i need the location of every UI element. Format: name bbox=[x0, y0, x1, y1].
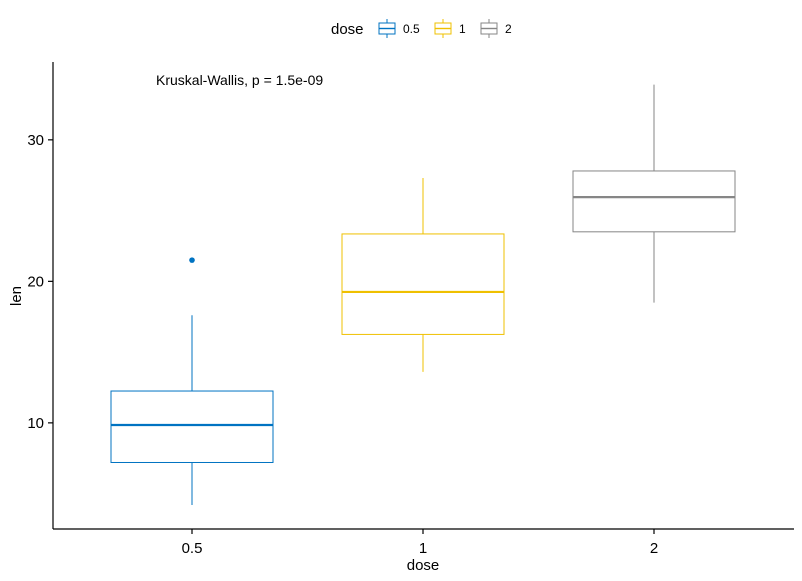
legend-item-0.5: 0.5 bbox=[378, 19, 420, 38]
box-1 bbox=[341, 178, 505, 372]
box-iqr bbox=[572, 170, 736, 233]
x-tick-label: 1 bbox=[419, 540, 427, 557]
outlier-point bbox=[189, 257, 195, 263]
legend: dose 0.5 1 2 bbox=[331, 19, 512, 38]
legend-item-1: 1 bbox=[434, 19, 466, 38]
x-tick-label: 0.5 bbox=[182, 540, 203, 557]
legend-label: 2 bbox=[505, 22, 512, 36]
box-iqr bbox=[110, 390, 274, 463]
box-2 bbox=[572, 84, 736, 303]
x-ticks: 0.5 1 2 bbox=[182, 529, 658, 557]
x-axis-label: dose bbox=[407, 557, 440, 574]
box-0.5 bbox=[110, 257, 274, 505]
legend-label: 1 bbox=[459, 22, 466, 36]
legend-label: 0.5 bbox=[403, 22, 420, 36]
box-iqr bbox=[341, 233, 505, 335]
kruskal-wallis-annotation: Kruskal-Wallis, p = 1.5e-09 bbox=[156, 72, 323, 88]
y-axis-label: len bbox=[8, 286, 25, 306]
legend-title: dose bbox=[331, 21, 364, 38]
boxes bbox=[110, 84, 736, 505]
y-tick-label: 10 bbox=[27, 415, 44, 432]
legend-item-2: 2 bbox=[480, 19, 512, 38]
y-tick-label: 20 bbox=[27, 273, 44, 290]
x-tick-label: 2 bbox=[650, 540, 658, 557]
y-ticks: 10 20 30 bbox=[27, 132, 53, 432]
y-tick-label: 30 bbox=[27, 132, 44, 149]
